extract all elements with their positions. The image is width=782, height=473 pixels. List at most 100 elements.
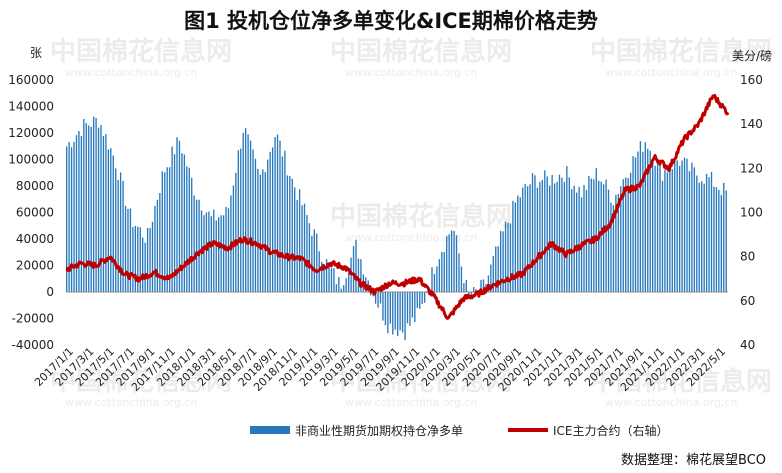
net-long-bar xyxy=(588,175,590,292)
net-long-bar xyxy=(397,292,399,337)
net-long-bar xyxy=(195,199,198,292)
net-long-bar xyxy=(335,284,338,292)
net-long-bar xyxy=(139,227,141,292)
net-long-bar xyxy=(146,228,149,292)
net-long-bar xyxy=(409,292,411,326)
watermark-text: 中国棉花信息网 xyxy=(50,36,232,67)
left-tick-label: 0 xyxy=(46,285,54,299)
net-long-bar xyxy=(88,125,90,292)
net-long-bar xyxy=(235,172,237,292)
net-long-bar xyxy=(482,279,485,292)
net-long-bar xyxy=(392,292,394,335)
net-long-bar xyxy=(507,222,509,292)
net-long-bar xyxy=(222,215,225,292)
left-tick-label: 40000 xyxy=(16,232,54,246)
net-long-bar xyxy=(701,181,703,292)
net-long-bar xyxy=(198,199,200,292)
net-long-bar xyxy=(522,187,524,292)
net-long-bar xyxy=(499,230,502,292)
net-long-bar xyxy=(676,160,678,292)
net-long-bar xyxy=(627,178,629,292)
net-long-bar xyxy=(399,292,401,331)
net-long-bar xyxy=(575,192,578,292)
net-long-bar xyxy=(583,185,585,292)
net-long-bar xyxy=(242,132,244,292)
net-long-bar xyxy=(656,159,659,292)
net-long-bar xyxy=(173,154,176,292)
net-long-bar xyxy=(249,140,252,292)
net-long-bar xyxy=(620,186,622,292)
net-long-bar xyxy=(406,292,409,324)
net-long-bar xyxy=(83,118,85,293)
net-long-bar xyxy=(247,134,249,292)
watermark-text: 中国棉花信息网 xyxy=(330,36,512,67)
watermark-text: 中国棉花信息网 xyxy=(590,366,772,397)
net-long-bar xyxy=(480,279,482,292)
net-long-bar xyxy=(161,171,163,292)
net-long-bar xyxy=(252,149,254,292)
net-long-bar xyxy=(509,223,512,292)
net-long-bar xyxy=(487,275,490,292)
net-long-bar xyxy=(691,162,693,292)
net-long-bar xyxy=(419,292,421,309)
net-long-bar xyxy=(475,289,477,292)
net-long-bar xyxy=(654,165,656,292)
watermark-text: 中国棉花信息网 xyxy=(330,201,512,232)
net-long-bar xyxy=(531,173,534,292)
net-long-bar xyxy=(107,149,110,292)
net-long-bar xyxy=(80,135,83,292)
net-long-bar xyxy=(649,150,651,292)
net-long-bar xyxy=(308,223,311,292)
watermark-url: www.cottonchina.org.cn xyxy=(345,66,477,79)
net-long-bar xyxy=(115,168,117,292)
left-tick-label: 140000 xyxy=(8,100,54,114)
left-tick-label: 60000 xyxy=(16,206,54,220)
net-long-bar xyxy=(257,168,259,292)
net-long-bar xyxy=(536,187,539,292)
net-long-bar xyxy=(433,273,436,292)
net-long-bar xyxy=(262,169,264,292)
net-long-bar xyxy=(191,177,193,292)
net-long-bar xyxy=(558,174,561,292)
net-long-bar xyxy=(370,292,372,296)
net-long-bar xyxy=(593,179,595,292)
net-long-bar xyxy=(218,217,220,292)
net-long-bar xyxy=(539,181,541,292)
net-long-bar xyxy=(186,166,188,292)
net-long-bar xyxy=(534,175,536,292)
net-long-bar xyxy=(492,255,494,292)
net-long-bar xyxy=(519,197,521,292)
net-long-bar xyxy=(215,220,217,292)
net-long-bar xyxy=(629,172,632,292)
watermark-text: 中国棉花信息网 xyxy=(50,366,232,397)
net-long-bar xyxy=(333,268,335,292)
net-long-bar xyxy=(404,292,406,341)
net-long-bar xyxy=(178,140,181,292)
net-long-bar xyxy=(426,292,428,294)
net-long-bar xyxy=(193,195,195,292)
net-long-bar xyxy=(105,134,107,292)
net-long-bar xyxy=(401,292,404,333)
net-long-bar xyxy=(70,147,73,292)
net-long-bar xyxy=(168,167,171,292)
net-long-bar xyxy=(269,151,271,292)
legend-bar-swatch xyxy=(250,426,290,434)
net-long-bar xyxy=(473,287,475,292)
net-long-bar xyxy=(384,292,387,326)
legend-bar-label: 非商业性期货加期权持仓净多单 xyxy=(295,423,463,438)
net-long-bar xyxy=(715,187,718,292)
net-long-bar xyxy=(338,277,340,292)
net-long-bar xyxy=(517,195,519,292)
net-long-bar xyxy=(443,251,445,292)
net-long-bar xyxy=(271,147,274,292)
net-long-bar xyxy=(296,199,298,292)
net-long-bar xyxy=(149,227,151,292)
net-long-bar xyxy=(325,259,328,292)
net-long-bar xyxy=(345,278,347,292)
net-long-bar xyxy=(438,259,441,292)
net-long-bar xyxy=(254,158,257,292)
net-long-bar xyxy=(330,268,333,292)
net-long-bar xyxy=(171,146,173,292)
net-long-bar xyxy=(156,199,159,292)
